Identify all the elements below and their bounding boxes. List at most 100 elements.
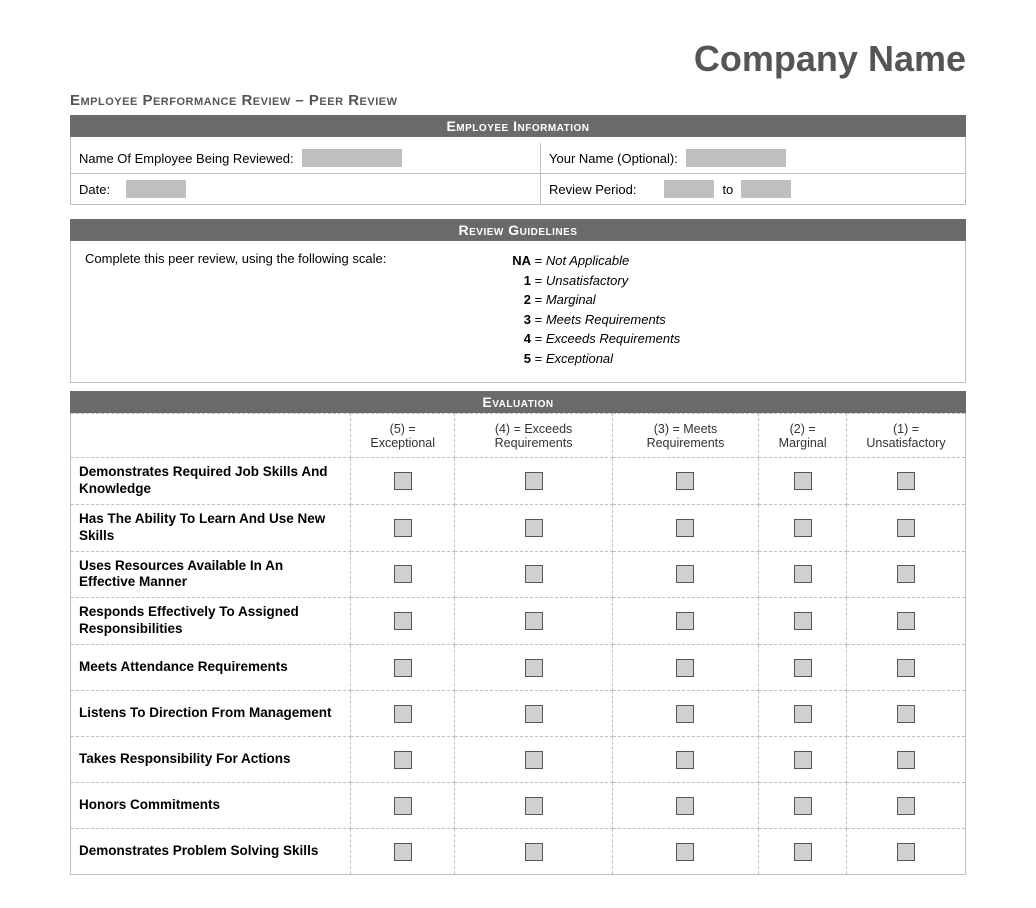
rating-checkbox[interactable] bbox=[394, 659, 412, 677]
rating-checkbox[interactable] bbox=[794, 519, 812, 537]
rating-checkbox[interactable] bbox=[897, 659, 915, 677]
date-input[interactable] bbox=[126, 180, 186, 198]
evaluation-header-row: (5) = Exceptional (4) = Exceeds Requirem… bbox=[71, 414, 966, 458]
rating-checkbox[interactable] bbox=[394, 472, 412, 490]
rating-checkbox[interactable] bbox=[676, 519, 694, 537]
section-evaluation-header: Evaluation bbox=[70, 391, 966, 413]
rating-checkbox[interactable] bbox=[525, 472, 543, 490]
rating-checkbox[interactable] bbox=[525, 612, 543, 630]
rating-cell bbox=[351, 458, 455, 505]
guidelines-instruction: Complete this peer review, using the fol… bbox=[85, 251, 386, 266]
rating-checkbox[interactable] bbox=[676, 659, 694, 677]
col-header-5: (5) = Exceptional bbox=[351, 414, 455, 458]
rating-cell bbox=[455, 645, 612, 691]
rating-checkbox[interactable] bbox=[794, 659, 812, 677]
rating-cell bbox=[846, 829, 965, 875]
rating-checkbox[interactable] bbox=[897, 472, 915, 490]
rating-checkbox[interactable] bbox=[525, 659, 543, 677]
rating-checkbox[interactable] bbox=[794, 705, 812, 723]
rating-checkbox[interactable] bbox=[525, 519, 543, 537]
rating-checkbox[interactable] bbox=[676, 565, 694, 583]
rating-checkbox[interactable] bbox=[676, 797, 694, 815]
rating-checkbox[interactable] bbox=[897, 705, 915, 723]
rating-checkbox[interactable] bbox=[897, 797, 915, 815]
rating-cell bbox=[612, 783, 759, 829]
rating-checkbox[interactable] bbox=[794, 612, 812, 630]
table-row: Meets Attendance Requirements bbox=[71, 645, 966, 691]
rating-cell bbox=[612, 829, 759, 875]
rating-cell bbox=[846, 783, 965, 829]
rating-cell bbox=[351, 551, 455, 598]
rating-checkbox[interactable] bbox=[525, 843, 543, 861]
rating-checkbox[interactable] bbox=[676, 751, 694, 769]
rating-checkbox[interactable] bbox=[525, 797, 543, 815]
rating-cell bbox=[455, 829, 612, 875]
criterion-label: Takes Responsibility For Actions bbox=[71, 737, 351, 783]
rating-checkbox[interactable] bbox=[525, 565, 543, 583]
rating-cell bbox=[612, 598, 759, 645]
review-period-to-input[interactable] bbox=[741, 180, 791, 198]
criterion-label: Meets Attendance Requirements bbox=[71, 645, 351, 691]
scale-key-na: NA bbox=[505, 251, 531, 271]
rating-checkbox[interactable] bbox=[394, 751, 412, 769]
table-row: Demonstrates Required Job Skills And Kno… bbox=[71, 458, 966, 505]
scale-label-5: Exceptional bbox=[546, 351, 613, 366]
rating-cell bbox=[351, 783, 455, 829]
rating-checkbox[interactable] bbox=[394, 565, 412, 583]
review-period-label: Review Period: bbox=[549, 182, 636, 197]
rating-checkbox[interactable] bbox=[676, 472, 694, 490]
rating-cell bbox=[351, 598, 455, 645]
section-guidelines-body: Complete this peer review, using the fol… bbox=[70, 241, 966, 383]
rating-checkbox[interactable] bbox=[676, 843, 694, 861]
rating-checkbox[interactable] bbox=[525, 705, 543, 723]
col-header-2: (2) = Marginal bbox=[759, 414, 847, 458]
your-name-input[interactable] bbox=[686, 149, 786, 167]
rating-cell bbox=[612, 458, 759, 505]
employee-name-input[interactable] bbox=[302, 149, 402, 167]
rating-cell bbox=[759, 829, 847, 875]
rating-cell bbox=[612, 551, 759, 598]
rating-checkbox[interactable] bbox=[394, 705, 412, 723]
col-header-3: (3) = Meets Requirements bbox=[612, 414, 759, 458]
date-label: Date: bbox=[79, 182, 110, 197]
rating-scale-list: NA = Not Applicable 1 = Unsatisfactory 2… bbox=[505, 251, 951, 368]
rating-cell bbox=[612, 691, 759, 737]
rating-cell bbox=[846, 458, 965, 505]
rating-cell bbox=[846, 645, 965, 691]
rating-checkbox[interactable] bbox=[897, 751, 915, 769]
rating-checkbox[interactable] bbox=[394, 612, 412, 630]
table-row: Has The Ability To Learn And Use New Ski… bbox=[71, 504, 966, 551]
rating-checkbox[interactable] bbox=[394, 519, 412, 537]
rating-checkbox[interactable] bbox=[794, 565, 812, 583]
rating-cell bbox=[846, 504, 965, 551]
rating-cell bbox=[351, 504, 455, 551]
rating-checkbox[interactable] bbox=[897, 612, 915, 630]
col-header-1: (1) = Unsatisfactory bbox=[846, 414, 965, 458]
rating-checkbox[interactable] bbox=[897, 519, 915, 537]
rating-cell bbox=[612, 737, 759, 783]
rating-checkbox[interactable] bbox=[394, 843, 412, 861]
rating-checkbox[interactable] bbox=[794, 843, 812, 861]
scale-key-5: 5 bbox=[505, 349, 531, 369]
rating-checkbox[interactable] bbox=[525, 751, 543, 769]
scale-label-2: Marginal bbox=[546, 292, 596, 307]
rating-checkbox[interactable] bbox=[676, 612, 694, 630]
rating-checkbox[interactable] bbox=[676, 705, 694, 723]
rating-cell bbox=[759, 737, 847, 783]
section-employee-info-header: Employee Information bbox=[70, 115, 966, 137]
rating-cell bbox=[351, 737, 455, 783]
rating-checkbox[interactable] bbox=[897, 565, 915, 583]
rating-cell bbox=[846, 691, 965, 737]
scale-label-4: Exceeds Requirements bbox=[546, 331, 680, 346]
page: Company Name Employee Performance Review… bbox=[0, 0, 1036, 908]
rating-checkbox[interactable] bbox=[794, 797, 812, 815]
rating-cell bbox=[759, 598, 847, 645]
rating-checkbox[interactable] bbox=[794, 472, 812, 490]
criterion-label: Demonstrates Problem Solving Skills bbox=[71, 829, 351, 875]
rating-cell bbox=[455, 737, 612, 783]
rating-checkbox[interactable] bbox=[794, 751, 812, 769]
rating-checkbox[interactable] bbox=[394, 797, 412, 815]
review-period-from-input[interactable] bbox=[664, 180, 714, 198]
rating-checkbox[interactable] bbox=[897, 843, 915, 861]
rating-cell bbox=[759, 458, 847, 505]
